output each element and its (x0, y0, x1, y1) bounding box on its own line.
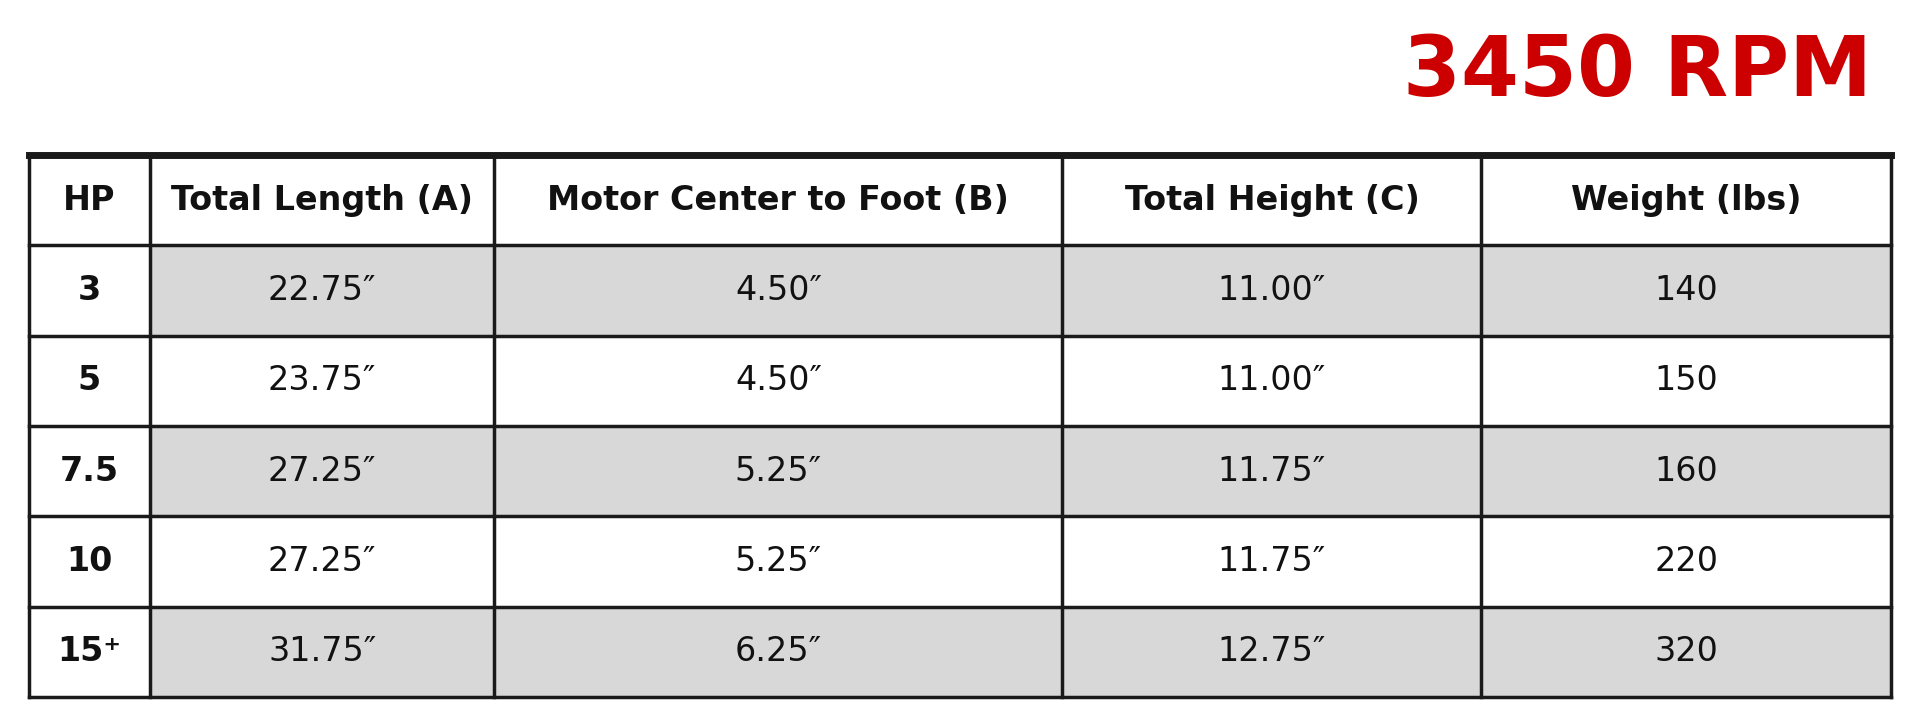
Text: 23.75″: 23.75″ (269, 364, 376, 397)
Text: 11.75″: 11.75″ (1217, 455, 1327, 488)
Text: 220: 220 (1655, 545, 1718, 578)
Text: 5.25″: 5.25″ (735, 545, 822, 578)
Text: 5: 5 (77, 364, 102, 397)
Text: 140: 140 (1655, 274, 1718, 307)
Text: 31.75″: 31.75″ (269, 635, 376, 668)
Text: 6.25″: 6.25″ (735, 635, 822, 668)
Text: Weight (lbs): Weight (lbs) (1571, 184, 1801, 217)
Text: 12.75″: 12.75″ (1217, 635, 1327, 668)
Text: 15⁺: 15⁺ (58, 635, 121, 668)
Text: 7.5: 7.5 (60, 455, 119, 488)
Text: 3: 3 (77, 274, 102, 307)
Text: 22.75″: 22.75″ (269, 274, 376, 307)
Text: 4.50″: 4.50″ (735, 274, 822, 307)
Text: 11.00″: 11.00″ (1217, 364, 1327, 397)
Text: 150: 150 (1655, 364, 1718, 397)
Text: 27.25″: 27.25″ (269, 545, 376, 578)
Text: 4.50″: 4.50″ (735, 364, 822, 397)
Text: 5.25″: 5.25″ (735, 455, 822, 488)
Text: 160: 160 (1655, 455, 1718, 488)
Text: 3450 RPM: 3450 RPM (1404, 32, 1872, 113)
Text: Total Length (A): Total Length (A) (171, 184, 472, 217)
Text: 10: 10 (65, 545, 113, 578)
Text: 11.75″: 11.75″ (1217, 545, 1327, 578)
Text: HP: HP (63, 184, 115, 217)
Text: 320: 320 (1655, 635, 1718, 668)
Text: Total Height (C): Total Height (C) (1125, 184, 1419, 217)
Text: 11.00″: 11.00″ (1217, 274, 1327, 307)
Text: Motor Center to Foot (B): Motor Center to Foot (B) (547, 184, 1010, 217)
Text: 27.25″: 27.25″ (269, 455, 376, 488)
